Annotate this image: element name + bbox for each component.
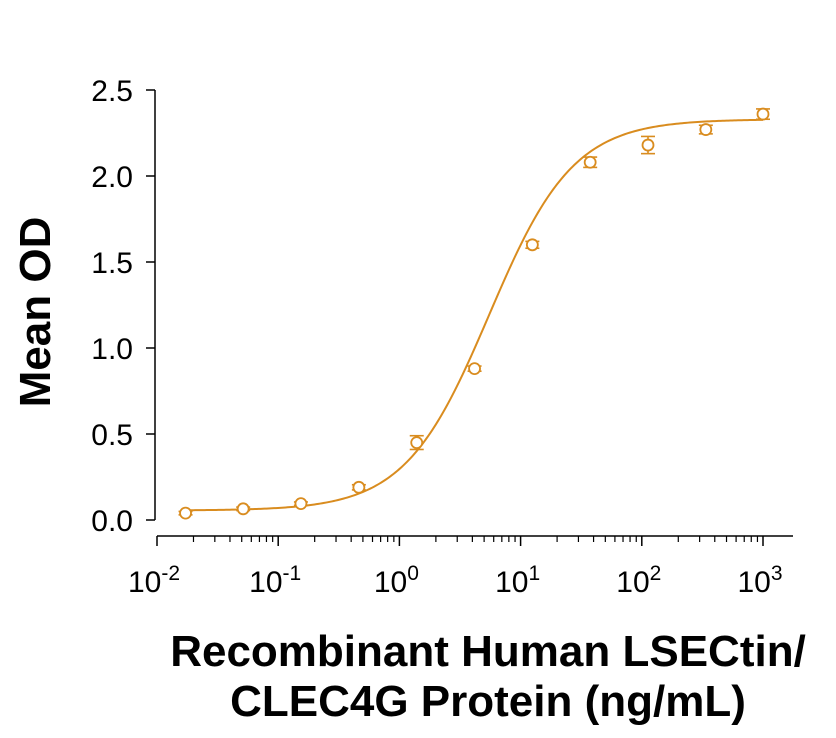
point-marker <box>236 502 250 516</box>
y-tick-label: 2.0 <box>91 161 133 194</box>
y-tick-label: 2.5 <box>91 75 133 108</box>
fit-curve <box>185 118 764 512</box>
y-tick-label: 0.0 <box>91 505 133 538</box>
data-point <box>525 238 540 252</box>
point-marker <box>641 138 655 152</box>
x-tick-label: 10-2 <box>128 562 180 599</box>
y-tick-label: 1.0 <box>91 333 133 366</box>
point-marker <box>583 155 597 169</box>
point-marker <box>468 362 481 376</box>
data-point <box>583 155 598 169</box>
data-point <box>178 506 193 520</box>
point-marker <box>352 480 366 494</box>
y-axis: 0.0 0.5 1.0 1.5 2.0 2.5 <box>91 75 156 538</box>
x-axis-title-line: CLEC4G Protein (ng/mL) <box>230 677 746 726</box>
data-point <box>293 497 308 511</box>
axis-labels: Mean OD Recombinant Human LSECtin/CLEC4G … <box>11 217 806 726</box>
x-tick-label: 101 <box>495 562 540 599</box>
x-tick-label: 102 <box>616 562 661 599</box>
data-points-layer <box>178 107 770 520</box>
y-tick-label: 1.5 <box>91 247 133 280</box>
data-point <box>698 123 713 136</box>
data-point <box>351 480 366 494</box>
x-tick-label: 100 <box>374 562 419 599</box>
point-marker <box>525 238 539 252</box>
x-tick-label: 103 <box>737 562 782 599</box>
fit-curve-layer <box>185 118 764 512</box>
point-marker <box>756 107 770 121</box>
x-axis: 10-2 10-1 100 101 102 103 <box>128 535 793 599</box>
data-point <box>640 135 655 155</box>
data-point <box>756 107 770 121</box>
data-point <box>236 502 251 516</box>
data-point <box>409 434 424 451</box>
x-tick-label: 10-1 <box>249 562 301 599</box>
point-marker <box>294 497 308 511</box>
y-tick-label: 0.5 <box>91 419 133 452</box>
data-point <box>467 362 482 376</box>
point-marker <box>699 123 713 136</box>
x-axis-title-line: Recombinant Human LSECtin/ <box>170 627 806 676</box>
y-axis-title: Mean OD <box>11 217 60 408</box>
point-marker <box>179 506 192 520</box>
point-marker <box>410 436 424 450</box>
